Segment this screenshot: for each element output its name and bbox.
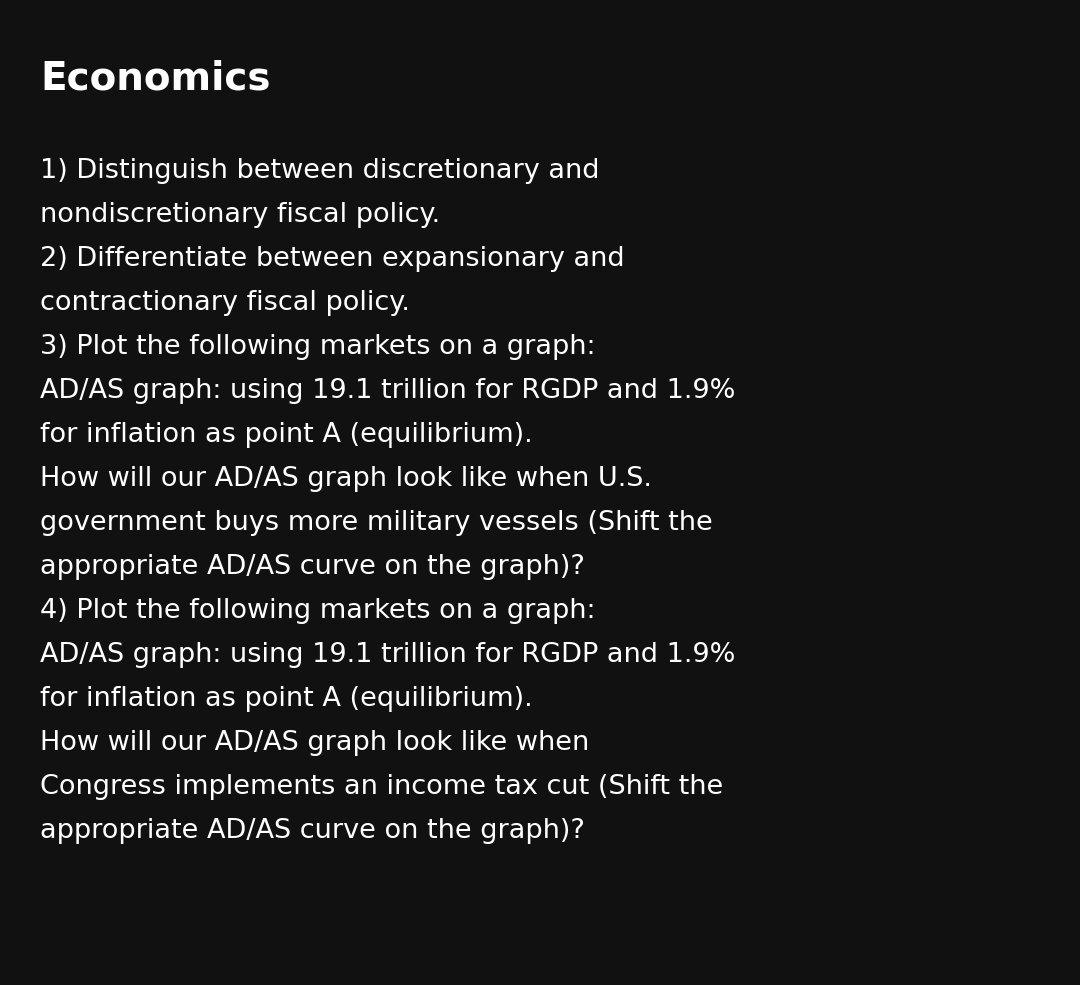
Text: 3) Plot the following markets on a graph:: 3) Plot the following markets on a graph…	[40, 334, 595, 360]
Text: appropriate AD/AS curve on the graph)?: appropriate AD/AS curve on the graph)?	[40, 818, 585, 844]
Text: contractionary fiscal policy.: contractionary fiscal policy.	[40, 290, 410, 316]
Text: How will our AD/AS graph look like when U.S.: How will our AD/AS graph look like when …	[40, 466, 652, 492]
Text: government buys more military vessels (Shift the: government buys more military vessels (S…	[40, 510, 713, 536]
Text: AD/AS graph: using 19.1 trillion for RGDP and 1.9%: AD/AS graph: using 19.1 trillion for RGD…	[40, 378, 735, 404]
Text: nondiscretionary fiscal policy.: nondiscretionary fiscal policy.	[40, 202, 441, 228]
Text: 4) Plot the following markets on a graph:: 4) Plot the following markets on a graph…	[40, 598, 595, 624]
Text: AD/AS graph: using 19.1 trillion for RGDP and 1.9%: AD/AS graph: using 19.1 trillion for RGD…	[40, 642, 735, 668]
Text: Economics: Economics	[40, 60, 270, 98]
Text: for inflation as point A (equilibrium).: for inflation as point A (equilibrium).	[40, 422, 532, 448]
Text: How will our AD/AS graph look like when: How will our AD/AS graph look like when	[40, 730, 590, 756]
Text: appropriate AD/AS curve on the graph)?: appropriate AD/AS curve on the graph)?	[40, 554, 585, 580]
Text: 2) Differentiate between expansionary and: 2) Differentiate between expansionary an…	[40, 246, 624, 272]
Text: for inflation as point A (equilibrium).: for inflation as point A (equilibrium).	[40, 686, 532, 712]
Text: Congress implements an income tax cut (Shift the: Congress implements an income tax cut (S…	[40, 774, 724, 800]
Text: 1) Distinguish between discretionary and: 1) Distinguish between discretionary and	[40, 158, 599, 184]
